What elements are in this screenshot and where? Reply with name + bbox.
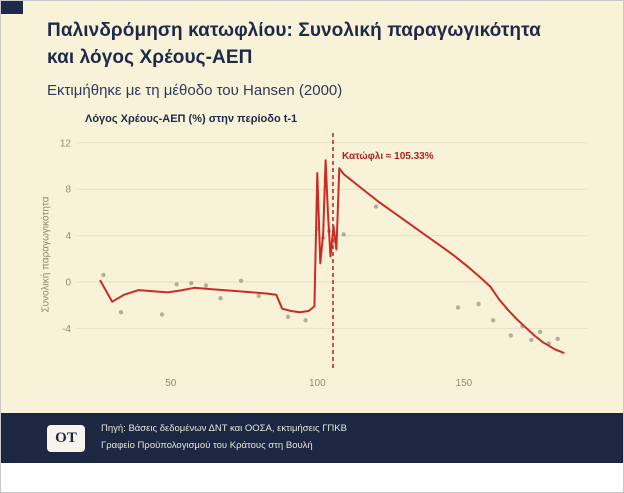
chart-card: Παλινδρόμηση κατωφλίου: Συνολική παραγωγ… bbox=[1, 1, 623, 463]
svg-text:8: 8 bbox=[65, 185, 71, 196]
page-title-line1: Παλινδρόμηση κατωφλίου: Συνολική παραγωγ… bbox=[47, 20, 541, 41]
footer-source-line: Πηγή: Βάσεις δεδομένων ΔΝΤ και ΟΟΣΑ, εκτ… bbox=[101, 423, 347, 435]
svg-text:Κατώφλι ≈ 105.33%: Κατώφλι ≈ 105.33% bbox=[342, 151, 434, 162]
svg-text:12: 12 bbox=[60, 138, 72, 149]
svg-text:100: 100 bbox=[309, 378, 326, 389]
footer-text: Πηγή: Βάσεις δεδομένων ΔΝΤ και ΟΟΣΑ, εκτ… bbox=[101, 421, 347, 454]
svg-text:50: 50 bbox=[165, 378, 177, 389]
corner-brand-mark bbox=[1, 1, 23, 14]
chart-svg: -4 0 4 8 12 50 100 150 Κατώφλι ≈ 105.33% bbox=[60, 133, 587, 389]
ot-logo-text: OT bbox=[55, 429, 77, 446]
svg-text:-4: -4 bbox=[62, 324, 71, 335]
svg-text:4: 4 bbox=[65, 231, 71, 242]
page-subtitle: Εκτιμήθηκε με τη μέθοδο του Hansen (2000… bbox=[47, 82, 343, 99]
page-title: Παλινδρόμηση κατωφλίου: Συνολική παραγωγ… bbox=[47, 17, 541, 71]
chart-title: Λόγος Χρέους-ΑΕΠ (%) στην περίοδο t-1 bbox=[85, 113, 298, 125]
svg-text:150: 150 bbox=[456, 378, 473, 389]
footer-office-line: Γραφείο Προϋπολογισμού του Κράτους στη Β… bbox=[101, 440, 313, 451]
page-title-line2: και λόγος Χρέους-ΑΕΠ bbox=[47, 47, 253, 68]
ot-logo: OT bbox=[47, 424, 85, 452]
footer-bar: OT Πηγή: Βάσεις δεδομένων ΔΝΤ και ΟΟΣΑ, … bbox=[1, 413, 623, 463]
svg-text:0: 0 bbox=[65, 278, 71, 289]
